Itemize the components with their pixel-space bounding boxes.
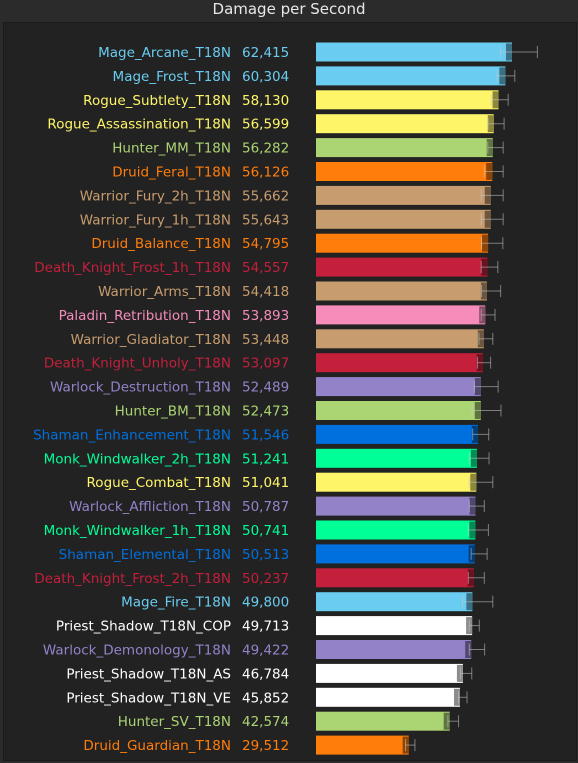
- bar-label: Monk_Windwalker_2h_T18N: [44, 451, 231, 467]
- bar: [316, 711, 450, 731]
- bar-value-label: 42,574: [242, 714, 289, 730]
- bar-value-label: 58,130: [242, 93, 289, 109]
- bar-value-label: 51,041: [242, 475, 289, 491]
- bar: [316, 377, 481, 397]
- bar-label: Monk_Windwalker_1h_T18N: [44, 523, 231, 539]
- bar-label: Warrior_Fury_2h_T18N: [80, 188, 231, 204]
- bar-label: Paladin_Retribution_T18N: [59, 308, 231, 324]
- bar: [316, 496, 476, 516]
- bar-label: Priest_Shadow_T18N_VE: [66, 690, 231, 706]
- bar-label: Hunter_MM_T18N: [112, 141, 231, 157]
- bar-value-label: 51,546: [242, 427, 289, 443]
- bar-label: Hunter_BM_T18N: [115, 404, 231, 420]
- bar-label: Death_Knight_Frost_2h_T18N: [34, 571, 231, 587]
- bar: [316, 209, 491, 229]
- bar: [316, 138, 493, 158]
- bar-value-label: 49,713: [242, 619, 289, 635]
- bar-value-label: 56,599: [242, 117, 289, 133]
- bar-value-label: 49,422: [242, 643, 289, 659]
- bar-value-label: 53,893: [242, 308, 289, 324]
- bar-value-label: 50,513: [242, 547, 289, 563]
- chart-title: Damage per Second: [212, 0, 366, 18]
- bar-label: Shaman_Enhancement_T18N: [33, 427, 231, 443]
- bar: [316, 42, 512, 62]
- bar-value-label: 49,800: [242, 595, 289, 611]
- bar-value-label: 56,282: [242, 141, 289, 157]
- bar-value-label: 50,237: [242, 571, 289, 587]
- bar: [316, 687, 460, 707]
- bar: [316, 353, 483, 373]
- bar-value-label: 51,241: [242, 451, 289, 467]
- bar-value-label: 52,473: [242, 404, 289, 420]
- bar: [316, 592, 473, 612]
- bar-value-label: 54,418: [242, 284, 289, 300]
- bar-label: Rogue_Subtlety_T18N: [83, 93, 231, 109]
- bar: [316, 233, 489, 253]
- bar-label: Druid_Feral_T18N: [112, 165, 231, 181]
- bar: [316, 66, 506, 86]
- bar: [316, 114, 494, 134]
- bar: [316, 663, 463, 683]
- bar-value-label: 45,852: [242, 690, 289, 706]
- bar: [316, 520, 476, 540]
- bar: [316, 448, 477, 468]
- bar-value-label: 60,304: [242, 69, 289, 85]
- bar-value-label: 29,512: [242, 738, 289, 754]
- bar-label: Mage_Fire_T18N: [121, 595, 231, 611]
- bar-label: Mage_Frost_T18N: [113, 69, 231, 85]
- bar: [316, 568, 474, 588]
- bar: [316, 735, 409, 755]
- bar: [316, 424, 478, 444]
- bar-label: Druid_Balance_T18N: [91, 236, 231, 252]
- bar-label: Druid_Guardian_T18N: [83, 738, 231, 754]
- bar-label: Warrior_Fury_1h_T18N: [80, 212, 231, 228]
- bar-value-label: 46,784: [242, 666, 289, 682]
- bar-end-cap: [453, 688, 460, 706]
- bar-value-label: 54,795: [242, 236, 289, 252]
- bar: [316, 305, 486, 325]
- bar-value-label: 53,448: [242, 332, 289, 348]
- bar-label: Warlock_Demonology_T18N: [43, 643, 231, 659]
- bar-label: Warrior_Gladiator_T18N: [71, 332, 231, 348]
- bar-label: Rogue_Combat_T18N: [87, 475, 231, 491]
- bar-label: Death_Knight_Frost_1h_T18N: [34, 260, 231, 276]
- bar: [316, 90, 499, 110]
- bar-label: Priest_Shadow_T18N_COP: [56, 619, 231, 635]
- bar-end-cap: [443, 712, 450, 730]
- bar: [316, 329, 484, 349]
- bar: [316, 472, 477, 492]
- bar: [316, 640, 472, 659]
- bar-value-label: 62,415: [242, 45, 289, 61]
- bar: [316, 185, 491, 205]
- bar: [316, 281, 487, 301]
- bar-value-label: 55,662: [242, 188, 289, 204]
- bar-value-label: 50,741: [242, 523, 289, 539]
- bar: [316, 616, 473, 636]
- bar-value-label: 50,787: [242, 499, 289, 515]
- bar-value-label: 55,643: [242, 212, 289, 228]
- bar-end-cap: [465, 641, 472, 658]
- bar-value-label: 53,097: [242, 356, 289, 372]
- bar-value-label: 52,489: [242, 380, 289, 396]
- bar-label: Death_Knight_Unholy_T18N: [44, 356, 231, 372]
- bar-label: Hunter_SV_T18N: [118, 714, 231, 730]
- bar: [316, 162, 493, 181]
- bar-label: Rogue_Assassination_T18N: [47, 117, 231, 133]
- bar: [316, 544, 475, 564]
- bar-label: Warrior_Arms_T18N: [98, 284, 231, 300]
- bar-label: Shaman_Elemental_T18N: [59, 547, 231, 563]
- bar-end-cap: [456, 664, 463, 682]
- bar-value-label: 56,126: [242, 165, 289, 181]
- bar-label: Warlock_Destruction_T18N: [50, 380, 231, 396]
- bar-label: Mage_Arcane_T18N: [98, 45, 231, 61]
- bar-label: Warlock_Affliction_T18N: [69, 499, 231, 515]
- bar: [316, 257, 488, 277]
- bar: [316, 401, 481, 420]
- bar-label: Priest_Shadow_T18N_AS: [66, 666, 231, 682]
- bar-value-label: 54,557: [242, 260, 289, 276]
